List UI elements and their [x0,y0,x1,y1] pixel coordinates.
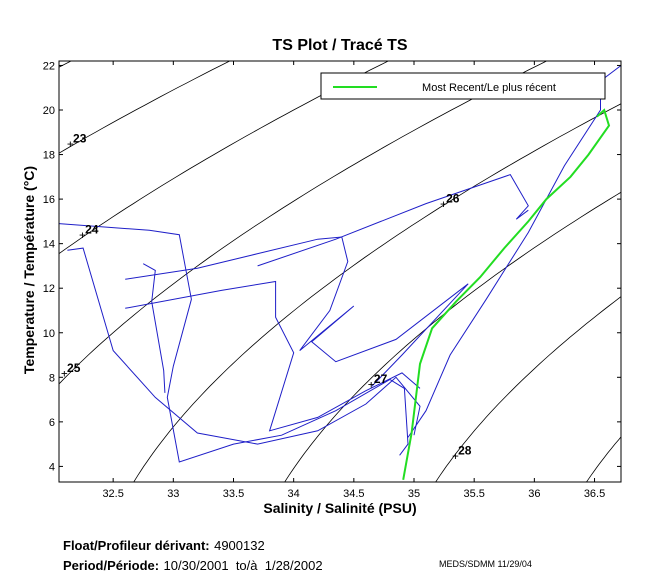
isopleth-marker: + [452,449,459,462]
float-label: Float/Profileur dérivant: [63,538,210,553]
y-tick-label: 20 [43,105,55,117]
isopleth-marker: + [440,198,447,211]
x-tick-label: 34 [288,488,300,500]
y-tick-label: 12 [43,283,55,295]
x-tick-label: 32.5 [102,488,123,500]
x-tick-label: 36.5 [584,488,605,500]
isopleth-line [59,61,390,255]
period-label: Period/Période: [63,558,160,573]
isopleth-labels: +23+ 24+ 25+ 26+ 27+ 28 [61,131,472,462]
y-tick-label: 8 [49,372,55,384]
x-tick-label: 33.5 [223,488,244,500]
profile-line [125,280,421,432]
legend-box [320,72,606,100]
isopleth-label: 23 [73,131,87,145]
isopleth-line [59,61,231,154]
isopleth-line [435,296,621,482]
y-tick-label: 10 [43,328,55,340]
most-recent-profile-line [402,108,611,480]
float-info: Float/Profileur dérivant: 4900132 [63,537,265,555]
isopleth-line [585,436,621,482]
isopleth-label: 27 [374,372,388,386]
isopleth-marker: + [67,137,74,150]
x-tick-label: 33 [167,488,179,500]
data-series [59,65,621,480]
legend: Most Recent/Le plus récent [320,72,606,100]
float-id: 4900132 [214,538,265,553]
isopleth-marker: + [368,378,375,391]
y-tick-label: 14 [43,239,55,251]
profile-line [407,65,621,438]
y-tick-label: 18 [43,150,55,162]
x-tick-label: 35.5 [463,488,484,500]
credit: MEDS/SDMM 11/29/04 [439,559,532,569]
isopleth-label: 28 [458,443,472,457]
y-tick-label: 4 [49,461,55,473]
y-tick-label: 22 [43,60,55,72]
isopleth-label: 25 [67,361,81,375]
isopleth-marker: + [61,367,68,380]
profile-line [125,236,469,387]
legend-label: Most Recent/Le plus récent [422,82,556,94]
period-info: Period/Période: 10/30/2001 to/à 1/28/200… [63,557,323,575]
plot-frame [58,60,622,483]
x-axis-label: Salinity / Salinité (PSU) [263,500,416,516]
x-axis: 32.5 33 33.5 34 34.5 35 35.5 36 36.5 [102,61,605,500]
isopleth-line [59,61,548,385]
isopleth-marker: + [79,229,86,242]
x-tick-label: 36 [528,488,540,500]
profile-line [59,223,409,463]
x-tick-label: 34.5 [343,488,364,500]
y-tick-label: 16 [43,194,55,206]
y-tick-label: 6 [49,417,55,429]
profile-line [142,263,166,393]
profile-line [67,247,421,445]
period-value: 10/30/2001 to/à 1/28/2002 [163,558,323,573]
y-axis-label: Temperature / Température (°C) [21,166,37,374]
isopleth-line [133,103,621,482]
isopleth-label: 26 [446,192,460,206]
profile-line [257,173,529,267]
y-axis: 4 6 8 10 12 14 16 18 20 22 [43,60,621,473]
isopleth-line [59,61,72,68]
chart-title: TS Plot / Tracé TS [272,37,407,54]
isopleth-label: 24 [85,223,99,237]
x-tick-label: 35 [408,488,420,500]
isopleth-line [284,191,621,482]
